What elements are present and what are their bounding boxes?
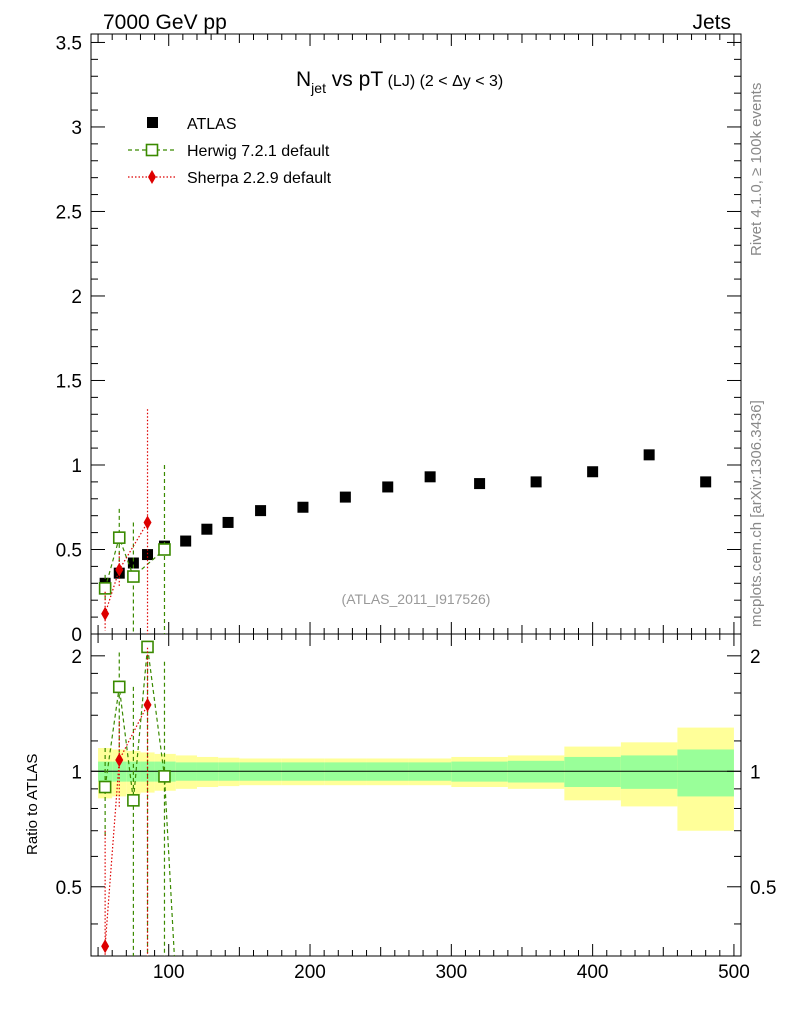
sherpa-point [101,606,110,621]
herwig-point [98,780,112,794]
data-point [474,478,486,490]
main-series [98,409,712,634]
herwig-point [112,531,126,544]
data-point [700,476,712,488]
herwig-point [158,770,171,783]
y-tick-label: 1.5 [56,371,82,392]
herwig-point [127,794,140,807]
y-tick-label: 3 [71,118,82,139]
data-point [222,516,234,528]
data-point [180,535,192,547]
title-range: (2 < Δy < 3) [415,73,503,90]
herwig-point [112,680,126,694]
series-line [104,522,149,614]
data-point [587,466,599,478]
data-point [530,476,542,488]
y-tick-label: 2.5 [56,202,82,223]
sherpa-point [143,697,152,712]
y-tick-label: 2 [71,287,82,308]
ratio-y-tick-label-right: 2 [750,647,761,668]
legend-label-herwig: Herwig 7.2.1 default [187,143,330,160]
ratio-y-tick-label-left: 2 [71,647,82,668]
title-sub: jet [310,80,326,96]
ratio-y-tick-label-left: 0.5 [56,878,82,899]
mcplots-label: mcplots.cern.ch [arXiv:1306.3436] [748,400,765,627]
data-point [382,481,394,493]
y-tick-label: 1 [71,456,82,477]
data-point [201,523,213,535]
herwig-point [158,543,171,556]
band-inner [620,755,678,789]
herwig-point [127,570,140,583]
legend-label-atlas: ATLAS [187,116,237,133]
x-tick-label: 200 [294,962,326,983]
x-tick-label: 500 [718,962,750,983]
ratio-plot-frame [90,633,742,957]
legend-marker-sherpa [148,170,156,184]
analysis-watermark: (ATLAS_2011_I917526) [342,591,491,607]
band-inner [677,749,734,797]
ratio-y-tick-label-left: 1 [71,762,82,783]
sherpa-point [115,753,124,768]
data-point [142,549,154,561]
data-point [255,505,267,517]
legend-marker-atlas [147,117,158,128]
legend: ATLAS Herwig 7.2.1 default Sherpa 2.2.9 … [128,116,332,187]
band-inner [564,756,621,788]
title-rest: vs pT [326,68,383,91]
legend-label-sherpa: Sherpa 2.2.9 default [187,170,332,187]
title-small: (LJ) [383,73,415,90]
x-tick-label: 300 [435,962,467,983]
ratio-y-tick-label-right: 1 [750,762,761,783]
title-main: N [296,68,311,91]
herwig-point [141,640,154,654]
x-tick-label: 100 [153,962,185,983]
ratio-bands [98,727,734,831]
energy-label: 7000 GeV pp [103,11,227,34]
data-point [127,557,139,569]
data-point [339,491,351,503]
axes: 100 200 300 400 500 0 0.5 1 1.5 2 2.5 3 3.5 0.5 0.5 1 1 2… [56,33,777,983]
data-point [297,501,309,513]
rivet-label: Rivet 4.1.0, ≥ 100k events [748,83,765,256]
herwig-point [98,582,112,595]
ratio-axis-label: Ratio to ATLAS [24,754,41,855]
ratio-y-tick-label-right: 0.5 [750,878,776,899]
sherpa-point [101,939,110,954]
data-point [643,449,655,461]
y-tick-label: 3.5 [56,33,82,54]
y-tick-label: 0 [71,625,82,646]
sherpa-point [143,515,152,530]
sherpa-point [115,562,124,577]
legend-marker-herwig [145,143,159,157]
y-tick-label: 0.5 [56,540,82,561]
data-point [424,471,436,483]
process-label: Jets [692,11,731,34]
ratio-series [98,640,175,957]
series-line [104,646,175,957]
x-tick-label: 400 [577,962,609,983]
plot-title: Njet vs pT (LJ) (2 < Δy < 3) [296,68,503,96]
